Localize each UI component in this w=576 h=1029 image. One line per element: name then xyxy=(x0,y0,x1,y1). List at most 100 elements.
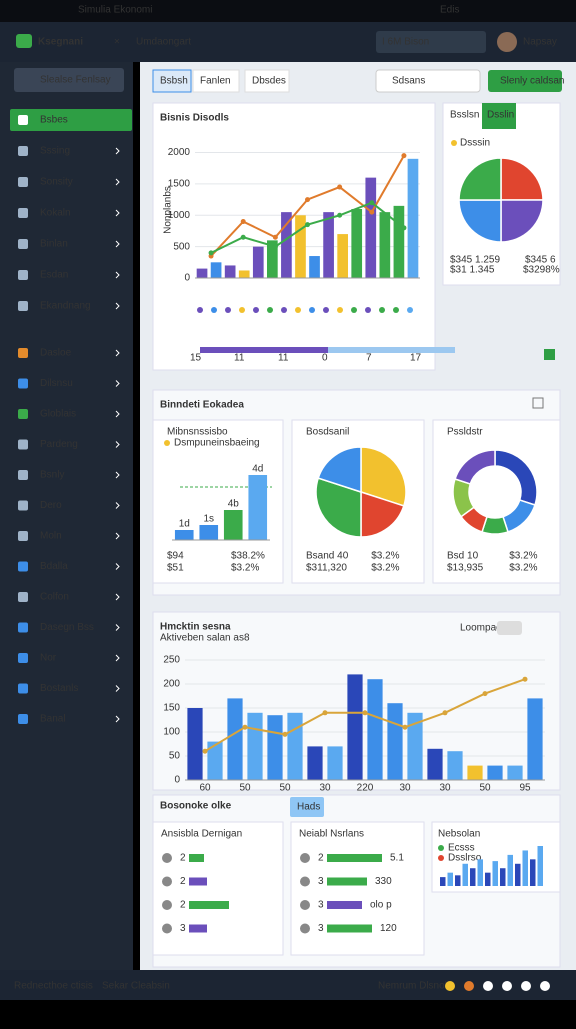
legend: Dsslrso xyxy=(448,853,482,864)
sidebar-item[interactable]: Ekandnang xyxy=(40,301,91,312)
row-value: 5.1 xyxy=(390,853,404,864)
bar xyxy=(187,708,203,780)
bar xyxy=(365,177,377,278)
tab-label[interactable]: Fanlen xyxy=(200,76,231,87)
app-name: Simulia Ekonomi xyxy=(78,5,152,16)
line-point xyxy=(208,250,214,256)
close[interactable]: × xyxy=(114,37,120,48)
y-tick-label: 50 xyxy=(169,751,181,762)
sidebar-item[interactable]: Dasegn Bss xyxy=(40,622,94,633)
sidebar-item[interactable]: Globlais xyxy=(40,409,76,420)
item-icon xyxy=(18,439,28,450)
line-point xyxy=(369,209,375,215)
sidebar-item[interactable]: Nor xyxy=(40,653,57,664)
bar xyxy=(307,746,323,780)
logo: Ksegnani xyxy=(38,37,83,48)
row-icon xyxy=(300,923,310,934)
user-name: Edis xyxy=(440,5,459,16)
row-bar xyxy=(327,901,362,909)
tab-label[interactable]: Bsbsh xyxy=(160,76,188,87)
row-label: 3 xyxy=(180,923,186,934)
sidebar-item[interactable]: Dasloe xyxy=(40,348,72,359)
bar xyxy=(407,158,419,278)
item-icon xyxy=(18,500,28,511)
bar xyxy=(223,510,243,540)
sidebar-item[interactable]: Sssing xyxy=(40,146,70,157)
footer-value: $3.2% xyxy=(509,563,537,574)
sidebar-item[interactable]: Kokaln xyxy=(40,208,71,219)
row-label: 2 xyxy=(180,900,186,911)
sidebar-item[interactable]: Banal xyxy=(40,714,66,725)
control[interactable]: Loompao xyxy=(460,623,502,634)
pie-slice xyxy=(360,490,405,538)
tab[interactable]: Bsslsn xyxy=(450,110,479,121)
mini-bar xyxy=(462,863,468,886)
sidebar-item[interactable]: Bdalla xyxy=(40,561,68,572)
button-label[interactable]: Hads xyxy=(297,802,320,813)
line-point xyxy=(272,234,278,240)
sidebar-item[interactable]: Pardeng xyxy=(40,439,78,450)
legend-dot xyxy=(393,307,399,313)
row-bar xyxy=(189,901,229,909)
status-bar xyxy=(0,0,576,22)
tab-label[interactable]: Dbsdes xyxy=(252,76,286,87)
bar xyxy=(367,679,383,780)
card xyxy=(152,821,284,956)
chevron xyxy=(115,441,120,448)
row-bar xyxy=(189,877,207,886)
chevron xyxy=(115,271,120,279)
row-icon xyxy=(300,876,310,887)
bar xyxy=(210,262,222,278)
sidebar-item[interactable]: Dilsnsu xyxy=(40,378,73,389)
y-tick-label: 1000 xyxy=(168,210,191,221)
line-point xyxy=(402,724,408,730)
footer-value: $3.2% xyxy=(371,563,399,574)
footer-text: Sekar Cleabsin xyxy=(102,981,170,992)
button-label[interactable]: Slenly caldsan xyxy=(500,76,564,87)
row-icon xyxy=(162,876,172,887)
sidebar-item[interactable]: Moln xyxy=(40,531,62,542)
sidebar-item[interactable]: Binlan xyxy=(40,239,68,250)
sidebar-item[interactable]: Sonsity xyxy=(40,177,73,188)
bar xyxy=(447,751,463,780)
section-title: Binndeti Eokadea xyxy=(160,400,244,411)
item-icon xyxy=(18,378,28,389)
legend-dot xyxy=(295,307,301,313)
legend-dot xyxy=(337,307,343,313)
item-icon xyxy=(18,592,28,602)
mini-bar xyxy=(440,877,446,886)
line-point xyxy=(322,710,328,716)
mini-bar xyxy=(500,868,506,886)
row-value: 120 xyxy=(380,923,397,934)
search-text: I 6M Bison xyxy=(382,37,429,48)
chevron xyxy=(115,563,120,570)
x-tick-label: 50 xyxy=(279,783,291,794)
tab xyxy=(192,69,240,93)
card-title: Neiabl Nsrlans xyxy=(299,829,364,840)
row-bar xyxy=(327,924,372,933)
bar xyxy=(196,268,208,278)
item-icon xyxy=(18,115,28,125)
item-icon xyxy=(18,653,28,663)
sidebar-item[interactable]: Colfon xyxy=(40,592,69,603)
card-title: Nebsolan xyxy=(438,829,480,840)
sidebar-item[interactable]: Bsnly xyxy=(40,470,64,481)
legend-dot xyxy=(407,307,413,313)
logo-icon xyxy=(16,34,32,48)
footer-value: $94 xyxy=(167,551,184,562)
tab[interactable]: Umdaongart xyxy=(136,37,191,48)
tab[interactable]: Dsslin xyxy=(487,110,514,121)
section-title: Bosonoke olke xyxy=(160,801,232,812)
footer-value: $13,935 xyxy=(447,563,484,574)
sidebar-item[interactable]: Dero xyxy=(40,500,62,511)
x-tick-label: 30 xyxy=(439,783,451,794)
bar xyxy=(393,205,405,278)
sidebar-item[interactable]: Bostanls xyxy=(40,683,78,694)
slider-label: 0 xyxy=(322,353,328,364)
sidebar-item[interactable]: Bsbes xyxy=(40,115,68,126)
line-point xyxy=(401,225,407,231)
sidebar-item[interactable]: Esdan xyxy=(40,270,68,281)
slider-left xyxy=(200,347,328,353)
icon xyxy=(532,397,544,409)
footer-icon xyxy=(464,981,474,991)
